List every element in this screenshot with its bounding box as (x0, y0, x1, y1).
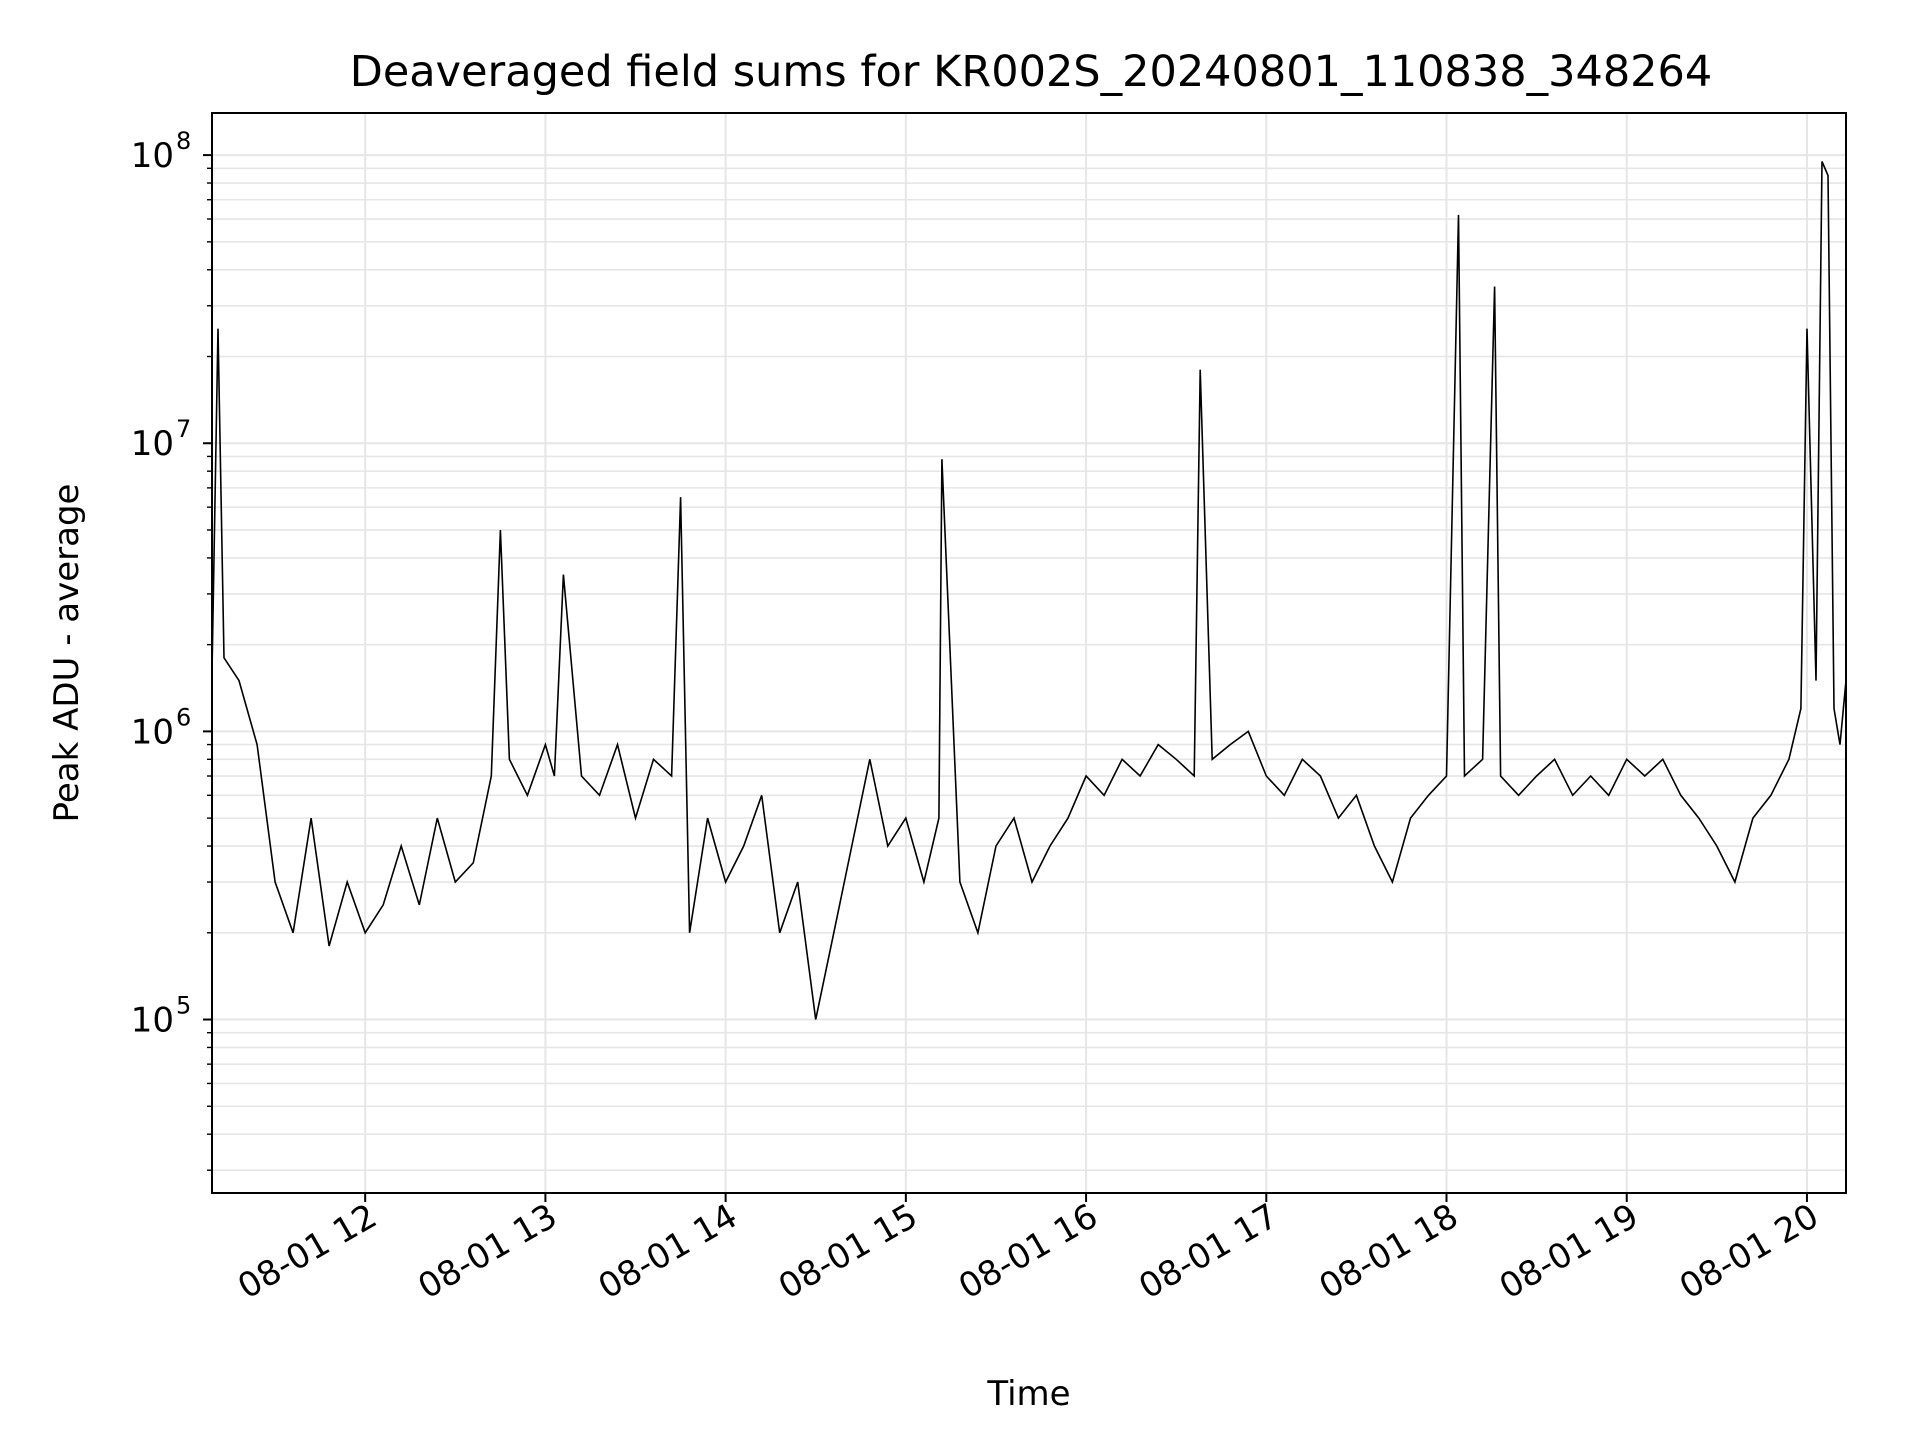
y-tick-label-exponent: 5 (176, 992, 191, 1020)
chart-title: Deaveraged field sums for KR002S_2024080… (350, 47, 1713, 97)
x-tick-label: 08-01 15 (772, 1196, 924, 1307)
x-tick-label: 08-01 12 (231, 1196, 383, 1307)
x-tick-label: 08-01 17 (1132, 1196, 1284, 1307)
y-tick-label-exponent: 7 (176, 415, 191, 443)
y-tick-label: 10 7 (131, 415, 192, 464)
y-tick-label-base: 10 (131, 712, 174, 752)
y-tick-label: 10 5 (131, 992, 192, 1041)
x-tick-label: 08-01 19 (1493, 1196, 1645, 1307)
x-axis: 08-01 12 08-01 13 08-01 14 08-01 15 08-01 16… (231, 1193, 1825, 1307)
x-tick-label: 08-01 14 (592, 1196, 744, 1307)
plot-frame (211, 112, 1847, 1194)
y-tick-label-base: 10 (131, 424, 174, 464)
y-axis-label: Peak ADU - average (47, 484, 87, 823)
x-tick-label: 08-01 18 (1313, 1196, 1465, 1307)
x-tick-label: 08-01 20 (1673, 1196, 1825, 1307)
y-tick-label-base: 10 (131, 136, 174, 176)
series-line (212, 161, 1846, 1020)
x-tick-label: 08-01 13 (412, 1196, 564, 1307)
y-tick-label-exponent: 6 (176, 703, 191, 731)
y-tick-label-base: 10 (131, 1001, 174, 1041)
y-tick-label-exponent: 8 (176, 127, 191, 155)
x-axis-label: Time (986, 1374, 1070, 1414)
y-tick-label: 10 8 (131, 127, 192, 176)
grid (212, 113, 1846, 1193)
x-tick-label: 08-01 16 (952, 1196, 1104, 1307)
y-tick-label: 10 6 (131, 703, 192, 752)
